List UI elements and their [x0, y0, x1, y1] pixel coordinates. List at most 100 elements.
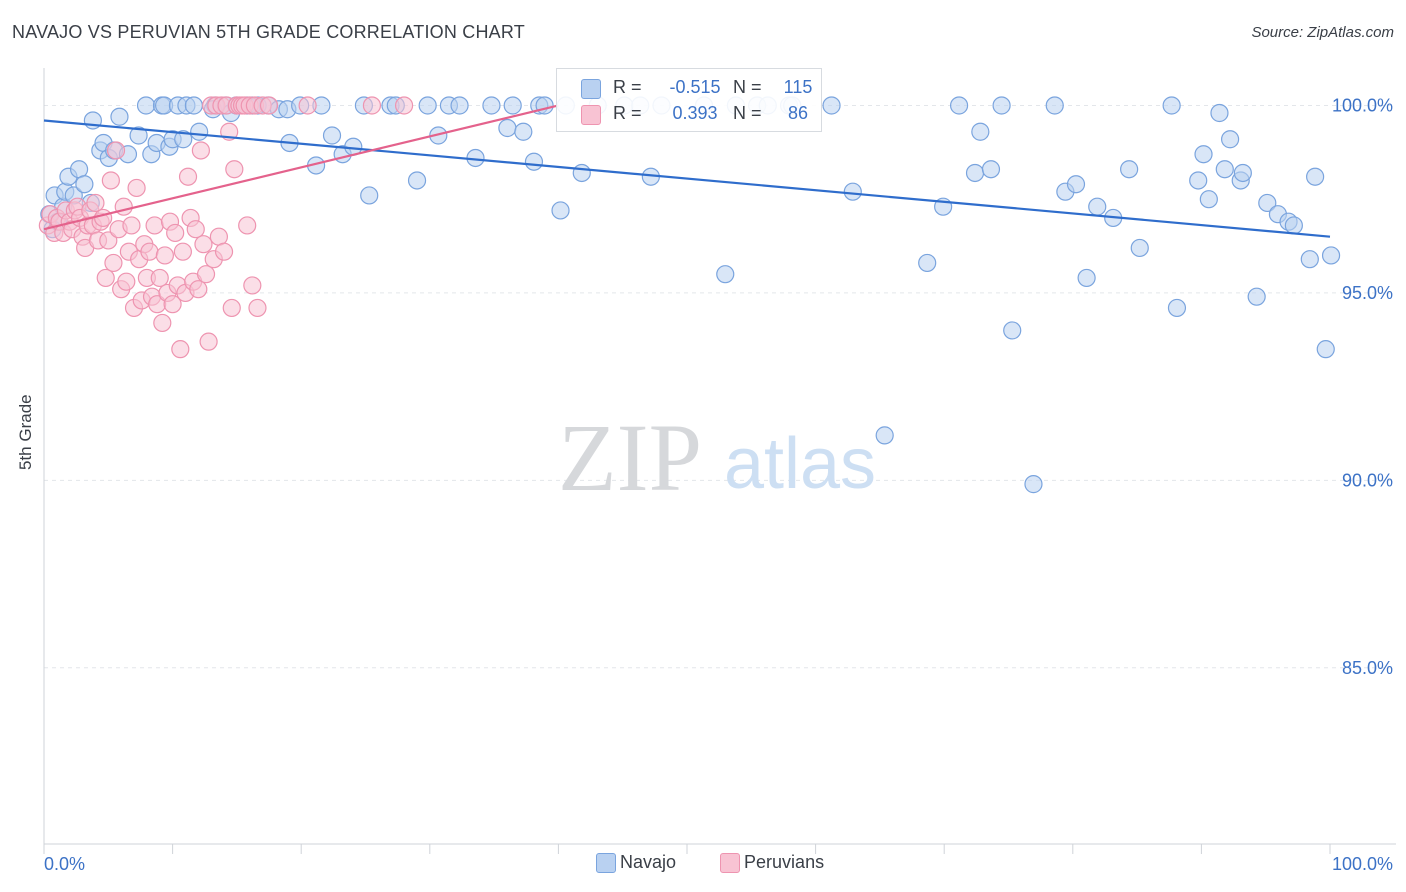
n-value: 86 — [787, 103, 809, 123]
peruvians-point — [145, 216, 164, 235]
legend-label-peruvians: Peruvians — [744, 852, 825, 872]
navajo-point — [1066, 175, 1086, 194]
peruvians-point — [155, 246, 174, 265]
y-tick-label: 100.0% — [1332, 95, 1393, 115]
peruvians-point — [225, 160, 244, 179]
navajo-point — [1258, 193, 1277, 213]
peruvians-point — [117, 272, 136, 291]
peruvians-swatch — [581, 105, 601, 125]
navajo-point — [822, 96, 841, 115]
watermark-zip: ZIP — [558, 404, 702, 511]
navajo-point — [1247, 287, 1266, 306]
peruvians-point — [114, 197, 133, 216]
navajo-point — [949, 96, 969, 115]
peruvians-point — [243, 276, 262, 295]
chart-title: NAVAJO VS PERUVIAN 5TH GRADE CORRELATION… — [12, 22, 525, 42]
navajo-point — [1167, 298, 1187, 318]
navajo-point — [971, 122, 990, 141]
peruvians-point — [194, 235, 213, 254]
navajo-point — [918, 253, 937, 273]
peruvians-point — [104, 253, 123, 273]
navajo-point — [322, 126, 342, 145]
y-axis-label: 5th Grade — [16, 394, 35, 470]
peruvians-point — [171, 340, 190, 359]
navajo-point — [1088, 197, 1107, 216]
navajo-point — [174, 130, 193, 149]
watermark-atlas: atlas — [724, 424, 876, 504]
navajo-point — [1199, 190, 1218, 209]
r-value: 0.393 — [672, 103, 718, 123]
y-tick-label: 85.0% — [1342, 658, 1393, 678]
navajo-point — [129, 126, 148, 145]
navajo-point — [1045, 96, 1064, 115]
navajo-point — [843, 182, 862, 201]
navajo-point — [190, 122, 209, 141]
peruvians-point — [189, 280, 208, 299]
navajo-point — [503, 96, 522, 115]
navajo-swatch — [581, 79, 601, 99]
navajo-point — [1003, 321, 1022, 340]
peruvians-point — [191, 141, 210, 160]
peruvians-point — [186, 220, 205, 239]
r-label: R = — [613, 77, 642, 97]
navajo-point — [716, 265, 735, 284]
peruvians-point — [99, 231, 118, 250]
navajo-trend-line — [43, 119, 1331, 238]
navajo-point — [1215, 160, 1234, 179]
navajo-point — [981, 160, 1001, 179]
navajo-point — [1284, 216, 1303, 235]
peruvians-point — [150, 268, 169, 288]
peruvians-point — [166, 223, 185, 243]
n-label: N = — [733, 77, 762, 97]
peruvians-point — [173, 242, 192, 261]
legend-label-navajo: Navajo — [620, 852, 677, 872]
navajo-point — [572, 163, 591, 183]
chart-legend: Navajo Peruvians — [596, 852, 858, 873]
legend-item-navajo[interactable]: Navajo — [596, 852, 676, 873]
navajo-point — [524, 152, 544, 171]
navajo-point — [514, 122, 533, 141]
navajo-point — [1306, 167, 1325, 186]
peruvians-point — [298, 96, 317, 115]
legend-swatch-navajo — [596, 852, 616, 873]
x-tick-label: 100.0% — [1332, 854, 1393, 874]
peruvians-point — [214, 242, 234, 261]
peruvians-point — [222, 298, 241, 318]
peruvians-point — [122, 216, 141, 235]
navajo-point — [992, 96, 1011, 115]
navajo-point — [875, 426, 894, 445]
navajo-point — [1210, 103, 1229, 123]
stats-box: R = -0.515 N = 115 R = 0.393 N = 86 — [556, 68, 822, 132]
navajo-point — [965, 163, 985, 183]
navajo-point — [551, 201, 570, 220]
navajo-point — [407, 171, 427, 190]
peruvians-point — [101, 171, 120, 190]
r-label: R = — [613, 103, 642, 123]
peruvians-point — [163, 295, 182, 314]
peruvians-point — [96, 268, 115, 288]
navajo-point — [1316, 340, 1335, 359]
navajo-point — [535, 96, 554, 115]
n-label: N = — [733, 103, 762, 123]
peruvians-point — [127, 178, 146, 198]
navajo-point — [498, 118, 517, 138]
source-credit: Source: ZipAtlas.com — [1251, 24, 1394, 41]
legend-item-peruvians[interactable]: Peruvians — [720, 852, 824, 873]
peruvians-point — [106, 141, 126, 160]
peruvians-point — [94, 208, 113, 228]
n-value: 115 — [783, 77, 813, 97]
y-tick-label: 90.0% — [1342, 470, 1393, 490]
navajo-point — [1233, 163, 1252, 183]
navajo-point — [1077, 268, 1096, 288]
peruvians-point — [178, 167, 198, 186]
navajo-point — [1130, 238, 1149, 258]
navajo-point — [1194, 145, 1213, 164]
navajo-point — [1024, 475, 1043, 494]
navajo-point — [1321, 246, 1341, 265]
navajo-point — [1189, 171, 1208, 190]
legend-swatch-peruvians — [720, 852, 741, 873]
navajo-point — [1220, 130, 1240, 149]
y-tick-label: 95.0% — [1342, 283, 1393, 303]
x-tick-label: 0.0% — [44, 854, 85, 874]
